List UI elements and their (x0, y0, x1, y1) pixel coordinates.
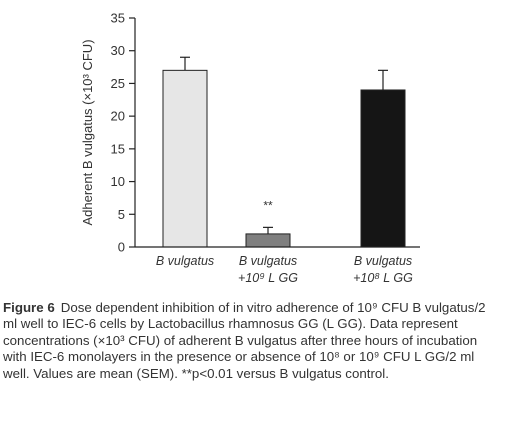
y-tick-label: 15 (111, 141, 125, 156)
bar (360, 89, 406, 248)
y-tick-label: 35 (111, 11, 125, 26)
x-category-label: +10⁸ L GG (353, 271, 413, 285)
y-tick-label: 25 (111, 76, 125, 91)
y-axis-label-group: Adherent B vulgatus (×10³ CFU) (80, 39, 95, 225)
figure-caption: Figure 6 Dose dependent inhibition of in … (3, 300, 503, 382)
bars: ** (162, 56, 406, 248)
bar (162, 69, 208, 248)
bar-chart: Adherent B vulgatus (×10³ CFU) 0 5 10 15 20 2… (80, 11, 420, 285)
x-category-label: B vulgatus (354, 254, 412, 268)
y-tick-label: 5 (118, 207, 125, 222)
chart: Adherent B vulgatus (×10³ CFU) 0 5 10 15 20 2… (80, 11, 420, 285)
y-tick-label: 10 (111, 174, 125, 189)
y-ticks: 0 5 10 15 20 25 30 35 (111, 11, 135, 255)
y-tick-label: 30 (111, 43, 125, 58)
caption-text: Dose dependent inhibition of in vitro ad… (3, 300, 486, 381)
bar (245, 233, 291, 248)
y-tick-label: 0 (118, 240, 125, 255)
x-category-labels: B vulgatus B vulgatus +10⁹ L GG B vulgatus +… (156, 254, 413, 285)
x-category-label: B vulgatus (156, 254, 214, 268)
y-axis-label: Adherent B vulgatus (×10³ CFU) (80, 39, 95, 225)
significance-label: ** (263, 198, 273, 212)
x-category-label: B vulgatus (239, 254, 297, 268)
x-category-label: +10⁹ L GG (238, 271, 298, 285)
figure-label: Figure 6 (3, 300, 55, 315)
y-tick-label: 20 (111, 109, 125, 124)
